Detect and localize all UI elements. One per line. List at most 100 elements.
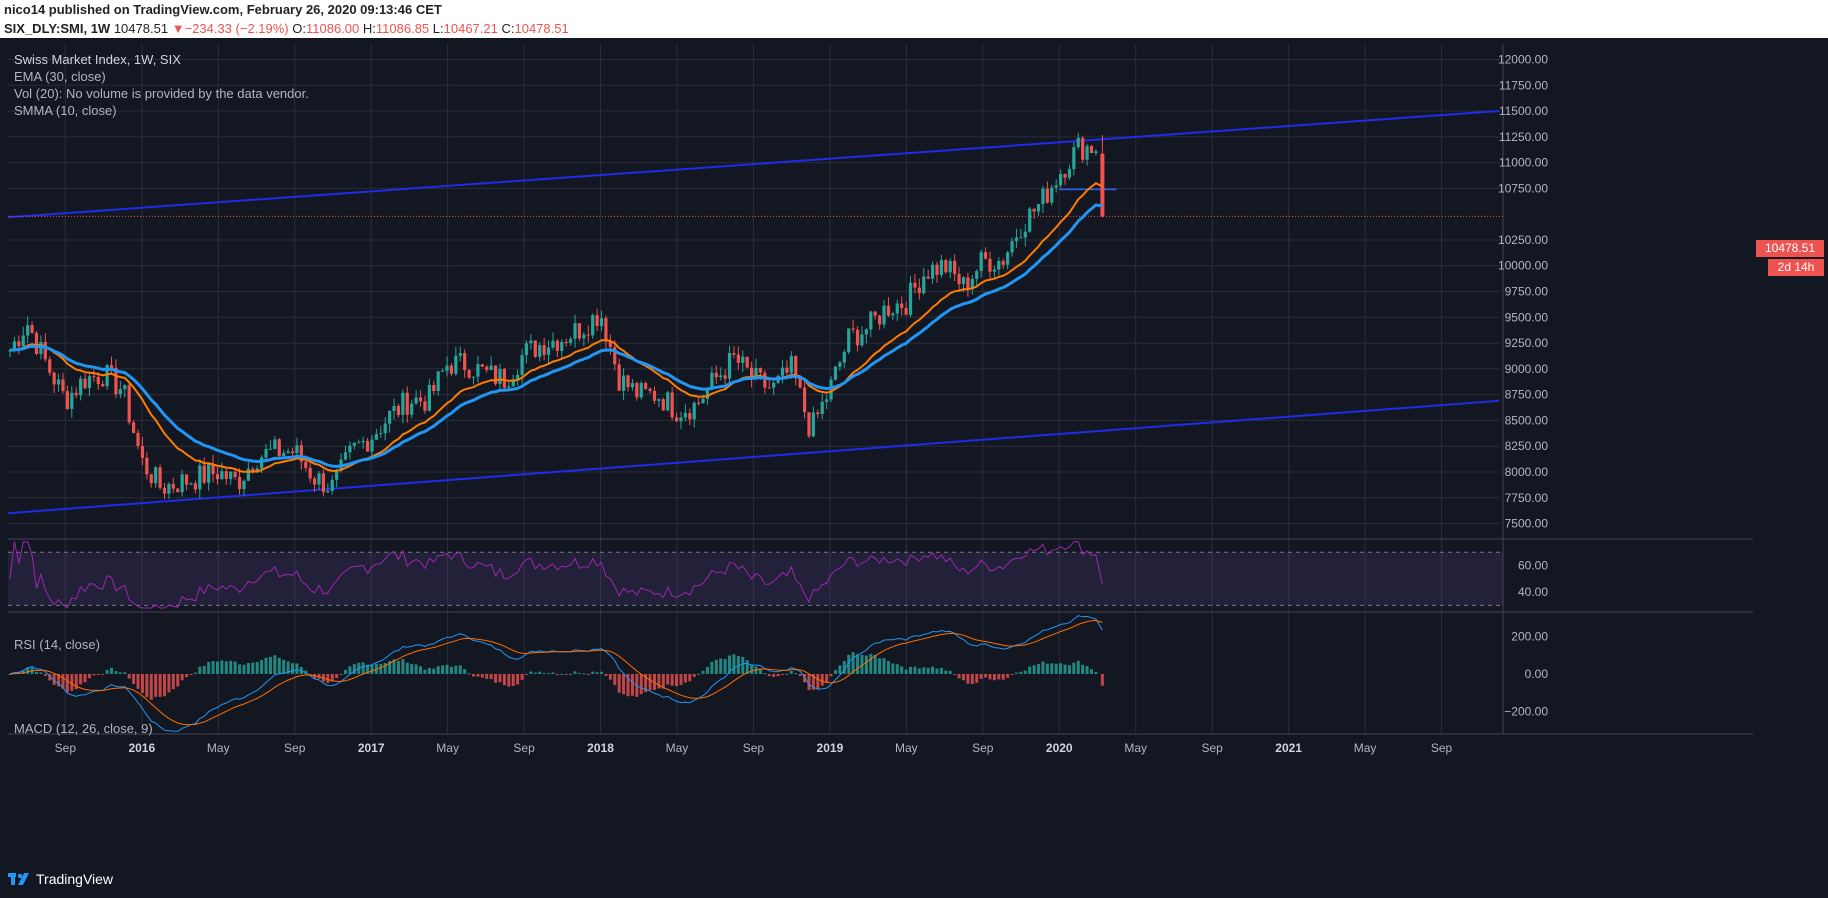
candle-body [410,403,414,415]
macd-histogram-bar [388,660,392,674]
macd-histogram-bar [308,673,312,675]
macd-histogram-bar [145,673,149,698]
candle-body [215,474,220,480]
candle-body [162,487,167,494]
candle-body [1076,137,1080,148]
macd-histogram-bar [233,661,237,674]
macd-histogram-bar [926,667,930,674]
macd-histogram-bar [586,673,590,675]
macd-histogram-bar [458,665,462,674]
macd-histogram-bar [935,668,939,674]
trendlines[interactable] [7,110,1503,515]
candle-body [886,305,891,316]
candle-body [670,392,674,418]
macd-histogram-bar [652,673,656,690]
macd-histogram-bar [180,673,184,681]
macd-histogram-bar [630,673,634,696]
macd-histogram-bar [728,655,732,674]
macd-histogram-bar [789,670,793,674]
candle-body [750,367,754,379]
macd-histogram-bar [864,655,868,674]
macd-histogram-bar [1094,671,1098,674]
high-label: H: [362,21,376,36]
macd-histogram-bar [110,667,114,674]
macd-histogram-bar [242,664,246,674]
macd-histogram-bar [87,673,91,679]
candle-body [741,356,745,363]
candle-body [825,399,829,402]
candle-body [467,370,471,378]
rsi-line [9,541,1103,609]
candle-body [246,468,250,481]
publish-info: nico14 published on TradingView.com, Feb… [0,0,1828,19]
candle-body [613,347,617,365]
candle-body [79,378,83,396]
y-tick-label: 11250.00 [1499,130,1548,144]
macd-histogram-bar [577,672,581,674]
candle-body [123,385,127,390]
macd-histogram-bar [657,673,661,689]
candle-body [511,379,515,387]
macd-histogram-bar [692,673,696,677]
macd-histogram-bar [127,673,131,679]
macd-histogram-bar [476,673,480,677]
macd-histogram-bar [736,655,740,674]
macd-histogram-bar [701,670,705,674]
close-value: 10478.51 [514,21,569,36]
macd-histogram-bar [1063,664,1067,674]
candle-body [299,445,303,462]
macd-histogram-bar [873,654,877,674]
candle-body [458,353,462,356]
candle-body [1006,252,1010,265]
macd-histogram-bar [132,673,136,684]
candle-body [692,402,696,420]
macd-histogram-bar [666,673,670,685]
rsi-tick-label: 40.00 [1518,585,1548,599]
candle-body [56,379,61,385]
macd-histogram-bar [1072,662,1076,674]
brand-name: TradingView [36,871,114,887]
candle-body [1072,147,1076,170]
macd-histogram-bar [829,673,833,677]
candle-body [251,468,255,473]
macd-histogram-bar [723,659,727,674]
candle-body [335,470,339,480]
candle-body [917,287,921,294]
x-tick-label: Sep [1431,741,1453,755]
macd-histogram-bar [383,662,387,674]
candles [8,132,1105,500]
macd-histogram-bar [193,672,197,674]
macd-histogram-bar [613,673,617,686]
candle-body [604,318,608,342]
author: nico14 published on TradingView.com, Feb… [4,2,442,17]
macd-histogram-bar [648,673,652,691]
y-tick-label: 8750.00 [1505,388,1549,402]
candle-body [392,405,396,411]
change-arrow-icon: ▼ [171,21,185,36]
macd-histogram-bar [555,673,559,675]
chart-svg[interactable]: Sep 2016 May Sep 2017 May Sep 2018 May Sep 2019 May… [7,44,1753,860]
macd-histogram-bar [719,658,723,674]
candle-body [546,347,551,355]
chart-area[interactable]: Sep 2016 May Sep 2017 May Sep 2018 May Sep 2019 May… [7,44,1824,860]
candle-body [794,356,798,379]
candle-body [780,367,785,376]
macd-histogram-bar [70,673,74,691]
macd-histogram-bar [533,672,537,674]
candle-body [891,313,895,316]
x-tick-label: May [666,741,689,755]
macd-histogram-bar [997,673,1001,680]
candle-body [785,367,789,373]
axes[interactable]: Sep 2016 May Sep 2017 May Sep 2018 May Sep 2019 May… [55,52,1549,755]
macd-histogram-bar [507,673,511,687]
candle-body [290,451,295,453]
candle-body [591,315,595,336]
candle-body [860,334,864,346]
macd-histogram-bar [811,673,815,690]
candle-body [666,392,670,411]
macd-histogram-bar [176,673,180,687]
candle-body [118,389,122,395]
candle-body [811,412,816,437]
y-tick-label: 9250.00 [1505,336,1549,350]
candle-body [551,340,555,348]
